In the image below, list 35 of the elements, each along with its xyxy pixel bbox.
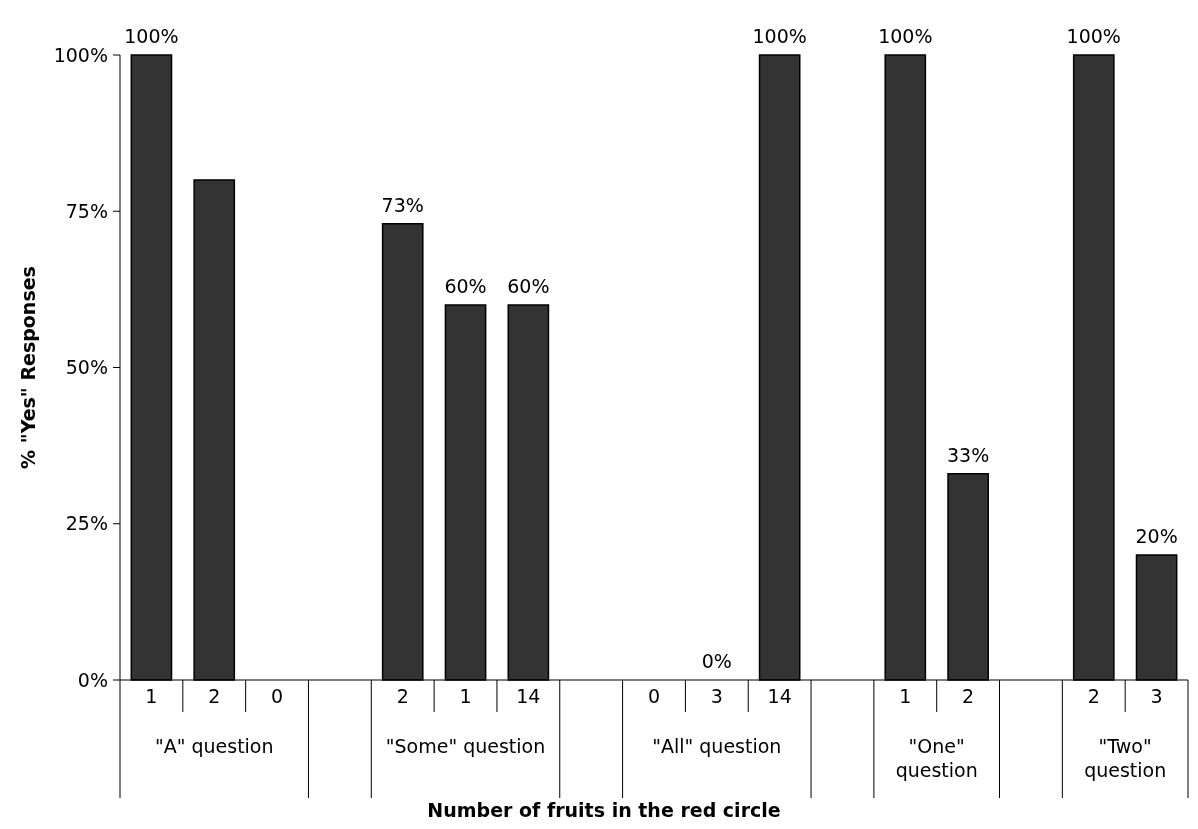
text: "One" question — [895, 735, 978, 781]
x-tick-label: 0 — [647, 685, 661, 707]
x-tick-label: 1 — [459, 685, 472, 707]
data-label: 20% — [1135, 525, 1178, 547]
data-label: 60% — [444, 275, 487, 297]
x-tick-label: 14 — [516, 685, 541, 707]
y-tick-label: 0% — [77, 668, 108, 691]
x-tick-label: 2 — [962, 685, 975, 707]
text: "Two" question — [1084, 735, 1167, 781]
y-tick-label: 50% — [65, 356, 108, 379]
y-tick-label: 100% — [53, 43, 108, 66]
x-tick-label: 1 — [145, 685, 158, 707]
x-tick-label: 2 — [208, 685, 221, 707]
y-tick-label: 75% — [65, 199, 108, 222]
data-label: 100% — [124, 25, 179, 47]
data-label: 60% — [507, 275, 550, 297]
y-tick-label: 25% — [65, 512, 108, 535]
text: "Some" question — [385, 735, 546, 757]
text: "A" question — [154, 735, 274, 757]
x-tick-label: 0 — [271, 685, 284, 707]
x-tick-label: 3 — [1150, 685, 1163, 707]
x-axis-title: Number of fruits in the red circle — [427, 799, 781, 821]
text: "All" question — [652, 735, 782, 757]
y-axis-title: % "Yes" Responses — [17, 266, 39, 469]
x-tick-label: 2 — [1087, 685, 1100, 707]
data-label: 100% — [1066, 25, 1121, 47]
x-tick-label: 14 — [767, 685, 792, 707]
data-label: 73% — [381, 193, 424, 216]
data-label: 0% — [701, 650, 732, 672]
data-label: 33% — [947, 443, 990, 466]
data-label: 100% — [878, 25, 933, 47]
x-tick-label: 1 — [899, 685, 912, 707]
x-tick-label: 2 — [396, 685, 409, 707]
x-tick-label: 3 — [710, 685, 723, 707]
data-label: 100% — [752, 25, 807, 47]
